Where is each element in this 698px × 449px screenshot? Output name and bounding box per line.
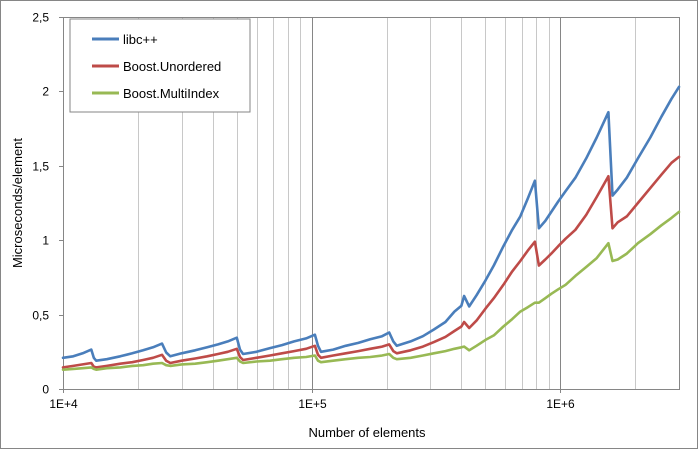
y-tick-label: 1,5 — [32, 160, 49, 174]
y-tick-label: 1 — [42, 234, 49, 248]
gridlines — [138, 17, 680, 389]
x-tick-label: 1E+6 — [546, 397, 575, 411]
series-line-3 — [61, 210, 681, 371]
legend: libc++ Boost.Unordered Boost.MultiIndex — [69, 18, 251, 113]
legend-label-3: Boost.MultiIndex — [123, 86, 220, 101]
y-tick-label: 0,5 — [32, 309, 49, 323]
legend-label-1: libc++ — [123, 32, 158, 47]
y-tick-label: 2,5 — [32, 11, 49, 25]
x-tick-label: 1E+4 — [49, 397, 78, 411]
plot-border — [63, 17, 680, 390]
x-tick-label: 1E+5 — [298, 397, 327, 411]
x-axis-title: Number of elements — [308, 425, 426, 440]
series-lines — [61, 85, 681, 371]
legend-label-2: Boost.Unordered — [123, 59, 221, 74]
series-line-2 — [61, 155, 681, 369]
y-tick-label: 0 — [42, 383, 49, 397]
y-axis-title: Microseconds/element — [10, 138, 25, 268]
y-axis-tick-labels: 0 0,5 1 1,5 2 2,5 — [32, 11, 64, 397]
y-tick-label: 2 — [42, 85, 49, 99]
plot-area — [63, 17, 680, 390]
series-line-1 — [61, 85, 681, 362]
x-axis-tick-labels: 1E+4 1E+5 1E+6 — [49, 389, 575, 411]
